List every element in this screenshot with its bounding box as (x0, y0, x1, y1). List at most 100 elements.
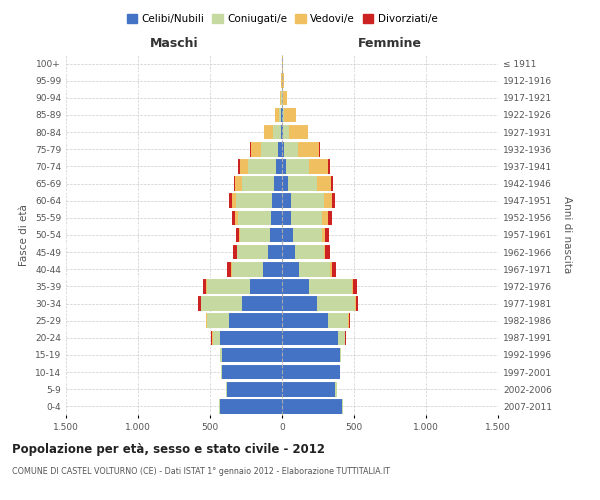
Bar (284, 142, 298, 156)
Bar (238, 210, 271, 225)
Bar (317, 296, 355, 311)
Bar (322, 228, 325, 242)
Bar (203, 279, 206, 293)
Bar (248, 159, 275, 174)
Bar (282, 108, 283, 122)
Bar (282, 296, 317, 311)
Bar (292, 210, 322, 225)
Bar (286, 159, 310, 174)
Bar (282, 279, 310, 293)
Bar (352, 279, 353, 293)
Bar (264, 125, 272, 140)
Bar (207, 314, 229, 328)
Bar (310, 279, 352, 293)
Bar (282, 245, 295, 260)
Bar (340, 348, 341, 362)
Bar (239, 159, 248, 174)
Bar (324, 245, 325, 260)
Bar (251, 142, 261, 156)
Bar (220, 399, 282, 413)
Bar (279, 108, 281, 122)
Bar (328, 210, 332, 225)
Bar (271, 228, 282, 242)
Bar (282, 314, 328, 328)
Bar (221, 365, 282, 380)
Bar (289, 125, 308, 140)
Bar (325, 228, 329, 242)
Bar (282, 262, 299, 276)
Bar (242, 176, 274, 191)
Bar (231, 262, 232, 276)
Bar (282, 330, 338, 345)
Bar (240, 228, 271, 242)
Bar (282, 228, 293, 242)
Bar (282, 74, 284, 88)
Bar (328, 159, 329, 174)
Bar (235, 210, 238, 225)
Bar (242, 296, 282, 311)
Bar (229, 314, 282, 328)
Bar (238, 159, 239, 174)
Bar (281, 108, 282, 122)
Bar (272, 125, 281, 140)
Bar (299, 262, 330, 276)
Bar (250, 142, 251, 156)
Bar (355, 296, 356, 311)
Bar (220, 330, 282, 345)
Bar (283, 125, 289, 140)
Bar (236, 194, 272, 208)
Bar (200, 296, 202, 311)
Bar (206, 314, 207, 328)
Bar (212, 330, 213, 345)
Bar (233, 245, 236, 260)
Bar (211, 330, 212, 345)
Bar (282, 365, 340, 380)
Bar (310, 159, 328, 174)
Bar (281, 125, 282, 140)
Bar (330, 262, 332, 276)
Bar (335, 382, 337, 396)
Bar (234, 176, 235, 191)
Bar (232, 194, 236, 208)
Bar (282, 125, 283, 140)
Bar (282, 210, 292, 225)
Bar (232, 210, 235, 225)
Y-axis label: Anni di nascita: Anni di nascita (562, 196, 572, 274)
Bar (220, 348, 221, 362)
Bar (338, 330, 344, 345)
Bar (229, 194, 232, 208)
Bar (353, 279, 357, 293)
Bar (239, 228, 240, 242)
Bar (283, 108, 284, 122)
Bar (349, 314, 350, 328)
Legend: Celibi/Nubili, Coniugati/e, Vedovi/e, Divorziati/e: Celibi/Nubili, Coniugati/e, Vedovi/e, Di… (122, 10, 442, 29)
Text: Femmine: Femmine (358, 37, 422, 50)
Bar (268, 245, 282, 260)
Bar (293, 228, 322, 242)
Bar (325, 245, 329, 260)
Bar (275, 159, 282, 174)
Bar (332, 262, 336, 276)
Bar (319, 142, 320, 156)
Bar (221, 348, 282, 362)
Bar (236, 228, 239, 242)
Bar (275, 108, 279, 122)
Bar (282, 399, 343, 413)
Bar (236, 245, 238, 260)
Bar (278, 142, 282, 156)
Bar (288, 176, 317, 191)
Bar (213, 330, 220, 345)
Bar (227, 382, 282, 396)
Text: COMUNE DI CASTEL VOLTURNO (CE) - Dati ISTAT 1° gennaio 2012 - Elaborazione TUTTI: COMUNE DI CASTEL VOLTURNO (CE) - Dati IS… (12, 468, 390, 476)
Bar (282, 176, 288, 191)
Bar (324, 194, 332, 208)
Bar (250, 279, 282, 293)
Bar (282, 348, 340, 362)
Bar (348, 314, 349, 328)
Bar (298, 142, 319, 156)
Bar (207, 279, 250, 293)
Bar (272, 194, 282, 208)
Bar (344, 330, 346, 345)
Bar (282, 159, 286, 174)
Y-axis label: Fasce di età: Fasce di età (19, 204, 29, 266)
